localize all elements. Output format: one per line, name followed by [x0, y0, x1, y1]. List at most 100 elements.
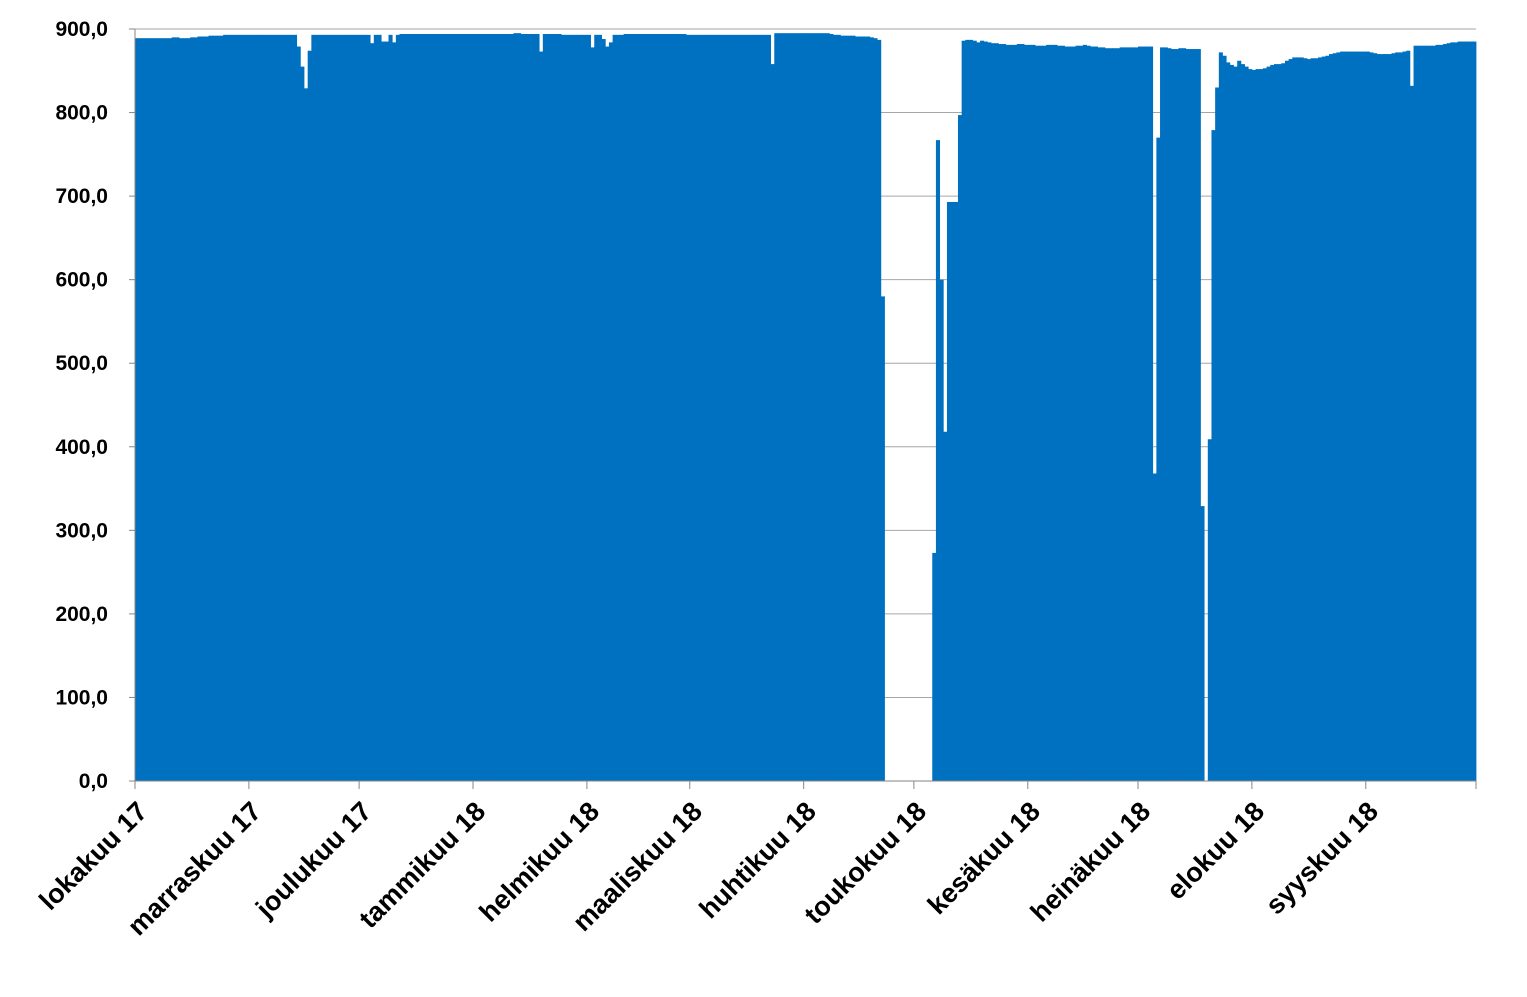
bar [1450, 42, 1455, 781]
bar [1387, 54, 1392, 782]
y-tick-label: 100,0 [55, 686, 108, 709]
bar [682, 34, 687, 782]
bar [1145, 46, 1150, 781]
bar [1332, 53, 1337, 782]
bar [223, 34, 228, 782]
bar [546, 34, 551, 782]
bar [825, 33, 830, 781]
bar [1277, 64, 1282, 782]
bar [744, 34, 749, 782]
bar [954, 201, 959, 781]
bar [149, 38, 154, 782]
bar [175, 37, 180, 782]
bar [1042, 45, 1047, 781]
bar [458, 34, 463, 782]
bar [605, 46, 610, 781]
bar [803, 33, 808, 781]
bar [976, 42, 981, 781]
bar [759, 34, 764, 782]
bar [645, 34, 650, 782]
bar [557, 34, 562, 782]
bar [484, 34, 489, 782]
bar [1417, 45, 1422, 781]
y-tick-label: 700,0 [55, 185, 108, 208]
bar [311, 34, 316, 782]
bar [847, 35, 852, 781]
bar [1369, 52, 1374, 781]
bar [689, 34, 694, 782]
bar [1435, 44, 1440, 782]
bar [1266, 66, 1271, 782]
bar [719, 34, 724, 782]
bar [862, 36, 867, 781]
bar [774, 33, 779, 781]
bar [1016, 44, 1021, 782]
bar [814, 33, 819, 781]
bar [1156, 137, 1161, 782]
bar [664, 34, 669, 782]
bar [1343, 51, 1348, 782]
bar [465, 34, 470, 782]
bar [972, 40, 977, 782]
bar [333, 34, 338, 782]
bar [395, 34, 400, 782]
bar [436, 34, 441, 782]
bar [1196, 49, 1201, 781]
bar [711, 34, 716, 782]
bar [520, 34, 525, 782]
bar [1178, 48, 1183, 782]
bar [1273, 64, 1279, 782]
bar [248, 34, 253, 782]
bar [1123, 47, 1128, 782]
bar [1093, 46, 1098, 781]
bar [153, 38, 158, 782]
bar [495, 34, 500, 782]
bar [259, 34, 264, 782]
bar [461, 34, 467, 782]
bar [741, 34, 746, 782]
bar [935, 140, 940, 781]
bar [370, 43, 375, 781]
bar [1237, 60, 1242, 782]
bar [1031, 44, 1036, 782]
bar [204, 36, 209, 781]
y-tick-label: 600,0 [55, 269, 108, 292]
bar [1362, 51, 1367, 782]
bar [296, 46, 301, 781]
bar [443, 34, 448, 782]
bar [866, 36, 871, 781]
bar [697, 34, 702, 782]
bar [1468, 41, 1473, 782]
bar [575, 34, 580, 782]
bar [968, 39, 974, 781]
bar [1002, 44, 1007, 782]
bar [777, 33, 783, 781]
bar [1226, 62, 1231, 781]
bar [234, 34, 239, 782]
bar [1329, 54, 1334, 782]
bar [1013, 44, 1018, 782]
bar [1134, 47, 1139, 782]
bar [998, 44, 1003, 782]
bar [733, 34, 738, 782]
bar [509, 34, 514, 782]
bar [634, 34, 639, 782]
bar [135, 38, 140, 782]
bar [568, 34, 573, 782]
bar [829, 34, 834, 782]
bar [590, 47, 595, 782]
bar [1439, 44, 1444, 782]
bar [1391, 53, 1396, 782]
bar [1200, 506, 1205, 781]
bar [799, 33, 805, 781]
bar [447, 34, 452, 782]
bar [1464, 41, 1470, 782]
bar [384, 41, 389, 782]
bar [822, 33, 827, 781]
bar [524, 34, 529, 782]
bar [1420, 45, 1425, 781]
bar [226, 34, 231, 782]
bar [943, 431, 948, 781]
bar [1325, 55, 1330, 781]
bar [851, 35, 856, 781]
